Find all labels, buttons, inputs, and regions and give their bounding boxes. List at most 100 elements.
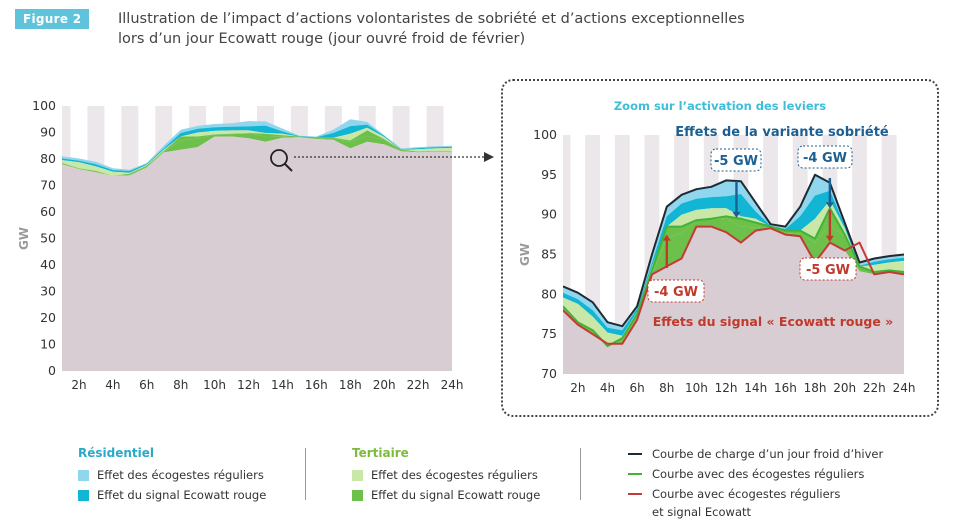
zoom-x-tick-label: 4h [600,381,615,395]
zoom-area-tertiary-signal-extra [563,217,904,346]
zoom-x-tick-label: 2h [570,381,585,395]
main-y-tick-label: 0 [48,363,56,378]
legend-item: Effet du signal Ecowatt rouge [78,485,266,505]
zoom-x-tick-label: 8h [659,381,674,395]
legend-label: Courbe de charge d’un jour froid d’hiver [652,447,884,461]
main-y-tick-label: 40 [40,257,56,272]
legend-swatch [78,469,89,481]
main-y-tick-label: 50 [40,231,56,246]
figure-badge: Figure 2 [15,9,90,29]
main-y-tick-label: 70 [40,178,56,193]
main-x-tick-label: 16h [305,378,328,392]
zoom-box [501,79,939,417]
main-y-tick-label: 100 [32,98,56,113]
legend-label: Courbe avec des écogestes réguliers [652,467,865,481]
zoom-x-tick-label: 18h [804,381,827,395]
zoom-line-ecowatt [563,225,904,345]
main-y-tick-label: 90 [40,125,56,140]
label-ecowatt-8h: -4 GW [654,285,698,300]
legend-label: Courbe avec écogestes réguliers [652,487,841,501]
main-x-tick-label: 6h [139,378,154,392]
legend-label: Effet des écogestes réguliers [371,468,538,482]
legend-label: et signal Ecowatt [652,505,752,519]
arrow-ecowatt-18h-head [825,235,834,242]
figure-title: Illustration de l’impact d’actions volon… [118,9,745,49]
legend-item: Courbe avec des écogestes réguliers [628,464,883,484]
main-y-tick-label: 20 [40,310,56,325]
zoom-x-tick-label: 20h [833,381,856,395]
label-ecowatt-18h-box [799,257,857,281]
annotation-sobriete: Effets de la variante sobriété [675,125,889,140]
main-plot [62,106,452,371]
legend-lines: Courbe de charge d’un jour froid d’hiver… [628,444,883,520]
legend-line-swatch [628,453,642,455]
zoom-x-tick-label: 24h [893,381,916,395]
main-area-residential-ecogestes [62,119,452,171]
label-ecowatt-8h-box [647,279,705,303]
legend-swatch [78,489,89,501]
zoom-y-tick-label: 85 [541,247,557,262]
legend-divider [305,448,306,500]
main-x-tick-label: 4h [105,378,120,392]
legend-line-swatch [628,473,642,475]
label-sobriete-12h: -5 GW [714,154,758,169]
legend-item: Effet du signal Ecowatt rouge [352,485,540,505]
main-y-tick-label: 80 [40,151,56,166]
zoom-x-tick-label: 14h [744,381,767,395]
magnifier-icon [270,149,288,167]
zoom-x-tick-label: 16h [774,381,797,395]
label-sobriete-19h: -4 GW [803,151,847,166]
zoom-x-tick-label: 12h [715,381,738,395]
zoom-area-tertiary-ecogestes [563,200,904,347]
legend-item: Courbe avec écogestes réguliers [628,484,883,504]
zoom-y-tick-label: 80 [541,286,557,301]
legend-residentiel: Résidentiel Effet des écogestes régulier… [78,446,266,505]
zoom-stripe [563,135,571,374]
main-y-tick-label: 10 [40,337,56,352]
main-x-tick-label: 10h [203,378,226,392]
zoom-y-tick-label: 100 [533,127,557,142]
label-sobriete-12h-box [710,148,762,172]
legend-swatch [352,489,363,501]
arrow-sobriete-12h-head [732,211,741,218]
zoom-line-ecogestes [563,207,904,348]
zoom-y-axis-label: GW [518,243,532,266]
main-y-tick-label: 60 [40,204,56,219]
zoom-y-tick-label: 70 [541,366,557,381]
zoom-line-base-load [563,173,904,328]
legend-item: et signal Ecowatt [628,504,883,520]
zoom-y-tick-label: 90 [541,207,557,222]
arrow-ecowatt-8h-head [662,234,671,241]
main-area-tertiary-signal-extra [62,133,452,176]
zoom-y-tick-label: 75 [541,326,557,341]
legend-divider [580,448,581,500]
main-x-tick-label: 24h [441,378,464,392]
main-area-tertiary-ecogestes [62,127,452,177]
legend-item: Courbe de charge d’un jour froid d’hiver [628,444,883,464]
zoom-stripe [614,135,630,374]
label-ecowatt-18h: -5 GW [806,263,850,278]
main-x-tick-label: 18h [339,378,362,392]
zoom-pointer-arrowhead [484,152,494,162]
zoom-x-tick-label: 22h [863,381,886,395]
main-y-axis-label: GW [17,227,31,250]
zoom-x-tick-label: 6h [630,381,645,395]
legend-line-swatch [628,493,642,495]
main-area-residential-signal [62,124,452,173]
main-x-tick-label: 22h [407,378,430,392]
arrow-sobriete-19h-head [825,202,834,209]
figure-title-line-1: Illustration de l’impact d’actions volon… [118,11,745,27]
zoom-y-tick-label: 95 [541,167,557,182]
legend-swatch [352,469,363,481]
main-x-tick-label: 14h [271,378,294,392]
legend-label: Effet des écogestes réguliers [97,468,264,482]
main-area-base [62,136,452,371]
legend-tertiaire-header: Tertiaire [352,446,409,460]
magnifier-icon-handle [284,163,293,172]
legend-tertiaire: Tertiaire Effet des écogestes réguliers … [352,446,540,505]
zoom-title: Zoom sur l’activation des leviers [614,99,826,113]
zoom-x-tick-label: 10h [685,381,708,395]
main-x-tick-label: 2h [71,378,86,392]
legend-label: Effet du signal Ecowatt rouge [97,488,267,502]
